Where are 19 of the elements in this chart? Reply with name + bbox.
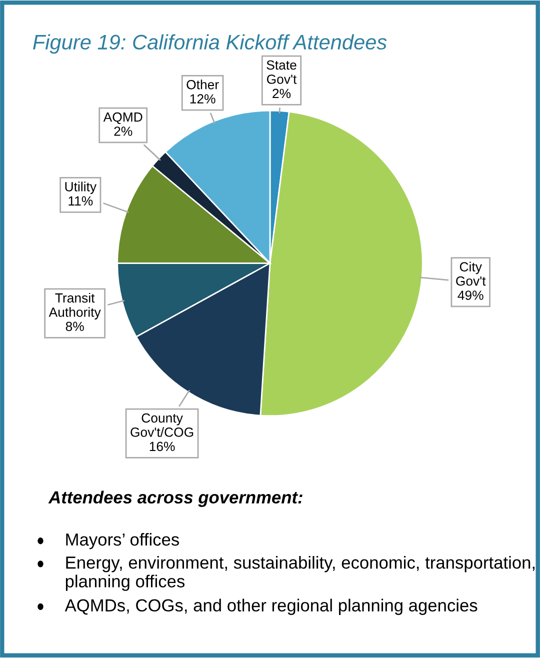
data-label: 11% [68,196,93,206]
data-label: 12% [190,94,216,104]
slice-label: Other [186,80,219,90]
chart-title: Figure 19: California Kickoff Attendees [33,34,387,54]
slice-label: City Gov't [456,262,486,286]
data-label: 49% [458,290,484,300]
text: Energy, environment, sustainability, economic, transportation, planning offices [66,556,534,591]
data-label: 2% [114,126,132,136]
data-label: 2% [272,88,291,98]
slice-label: County Gov't/COG [130,413,194,437]
slice-label: Transit Authority [48,292,101,320]
text: Mayors’ offices [66,532,179,550]
slice-label: Utility [65,182,97,194]
data-label: 16% [150,442,175,452]
data-label: 8% [66,322,84,332]
text: AQMDs, COGs, and other regional planning agencies [64,598,478,615]
slice-label: State Gov't [266,60,297,84]
text: Attendees across government: [48,490,302,507]
slice-label: AQMD [103,112,142,124]
